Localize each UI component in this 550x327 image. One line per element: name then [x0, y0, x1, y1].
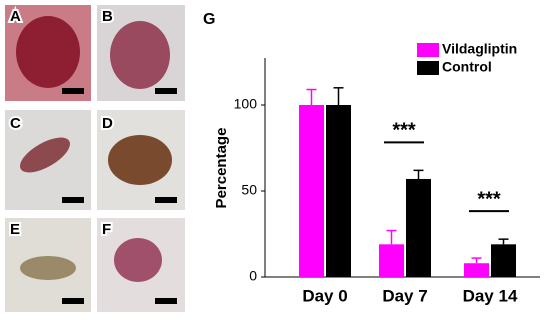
wound — [114, 238, 162, 282]
legend-label: Control — [442, 59, 492, 75]
wound — [20, 256, 76, 280]
x-tick-label: Day 14 — [463, 286, 518, 305]
significance-label: *** — [392, 120, 416, 142]
bar — [491, 244, 516, 277]
wound — [110, 21, 170, 89]
bar — [326, 105, 351, 277]
panel-label: D — [102, 115, 113, 132]
panel-label: F — [102, 221, 111, 238]
wound — [20, 137, 70, 173]
bar — [299, 105, 324, 277]
legend-swatch — [417, 61, 439, 75]
y-axis-title: Percentage — [213, 128, 230, 209]
legend-swatch — [417, 43, 439, 57]
wound — [16, 16, 80, 88]
panel-label: G — [203, 11, 215, 28]
y-tick-label: 100 — [234, 96, 258, 112]
panel-label: B — [102, 8, 113, 25]
scale-bar — [62, 298, 84, 304]
scale-bar — [155, 197, 177, 203]
bar — [464, 263, 489, 277]
bar — [406, 178, 431, 277]
significance-label: *** — [477, 188, 501, 210]
x-tick-label: Day 7 — [382, 286, 427, 305]
photo-panels — [5, 5, 185, 312]
wound — [108, 135, 172, 185]
x-tick-label: Day 0 — [302, 286, 347, 305]
legend-label: Vildagliptin — [442, 41, 517, 57]
y-tick-label: 0 — [249, 268, 257, 284]
scale-bar — [62, 88, 84, 94]
scale-bar — [155, 88, 177, 94]
bar — [379, 244, 404, 277]
panel-label: E — [10, 221, 20, 238]
scale-bar — [155, 298, 177, 304]
panel-label: C — [10, 115, 21, 132]
y-tick-label: 50 — [241, 182, 257, 198]
scale-bar — [62, 197, 84, 203]
panel-label: A — [10, 8, 21, 25]
